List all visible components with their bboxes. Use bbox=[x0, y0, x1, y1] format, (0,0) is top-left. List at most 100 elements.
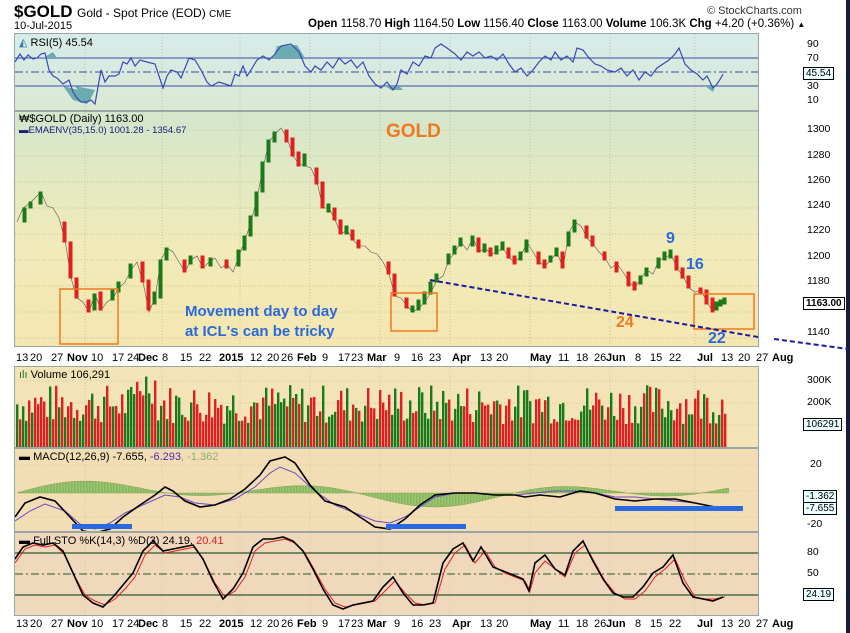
date-tick: 23 bbox=[429, 618, 442, 630]
volume-axis-300k: 300K bbox=[807, 374, 832, 386]
date-tick: 20 bbox=[738, 352, 751, 364]
date-tick: 10 bbox=[91, 352, 104, 364]
date-tick: 27 bbox=[756, 352, 769, 364]
sto-axis-80: 80 bbox=[807, 546, 819, 558]
date-tick: 13 bbox=[721, 618, 734, 630]
date-tick: 15 bbox=[650, 352, 663, 364]
date-tick: 13 bbox=[721, 352, 734, 364]
macd-title: ▬ MACD(12,26,9) -7.655, -6.293, -1.362 bbox=[19, 451, 219, 463]
date-tick: 24 bbox=[127, 352, 140, 364]
date-tick: 23 bbox=[351, 352, 364, 364]
annotation-22: 22 bbox=[708, 330, 726, 347]
date-tick: May bbox=[530, 352, 552, 364]
date-tick: 26 bbox=[594, 618, 607, 630]
sto-title: ▬ Full STO %K(14,3) %D(3) 24.19, 20.41 bbox=[19, 535, 224, 547]
volume-axis-200k: 200K bbox=[807, 396, 832, 408]
date-tick: Jun bbox=[606, 352, 626, 364]
date-tick: 26 bbox=[281, 352, 294, 364]
gold-label: GOLD bbox=[386, 121, 441, 142]
annotation-16: 16 bbox=[686, 256, 704, 273]
date-tick: 9 bbox=[394, 618, 401, 630]
date-tick: Feb bbox=[297, 618, 317, 630]
price-plot bbox=[15, 112, 758, 346]
candlestick-icon: ₩ bbox=[19, 113, 30, 125]
date-tick: 13 bbox=[16, 618, 29, 630]
annotation-note-line1: Movement day to day bbox=[185, 303, 338, 320]
ema-overlay-legend: ▬EMAENV(35,15.0) 1001.28 - 1354.67 bbox=[19, 125, 187, 136]
price-axis-1220: 1220 bbox=[807, 224, 831, 236]
date-axis-bottom: 13 20 27 Nov 10 17 24 Dec 8 15 22 2015 12 20 26 Feb 9 17 2… bbox=[14, 618, 794, 632]
date-tick: Nov bbox=[67, 352, 88, 364]
sto-axis-50: 50 bbox=[807, 567, 819, 579]
rsi-axis-70: 70 bbox=[807, 52, 819, 64]
date-tick: Apr bbox=[452, 618, 471, 630]
date-tick: Jul bbox=[697, 618, 713, 630]
date-tick: 13 bbox=[16, 352, 29, 364]
date-tick: 17 bbox=[338, 352, 351, 364]
symbol-title: $GOLD bbox=[14, 2, 73, 21]
date-tick: 18 bbox=[576, 352, 589, 364]
date-tick: 17 bbox=[112, 352, 125, 364]
date-tick: Jul bbox=[697, 352, 713, 364]
macd-axis-neg20: -20 bbox=[807, 518, 823, 530]
date-tick: Aug bbox=[772, 352, 794, 364]
ohlc-summary: Open 1158.70 High 1164.50 Low 1156.40 Cl… bbox=[308, 18, 806, 30]
date-tick: 20 bbox=[267, 618, 280, 630]
date-tick: 9 bbox=[394, 352, 401, 364]
rsi-title: ◭ RSI(5) 45.54 bbox=[19, 37, 93, 49]
date-tick: 9 bbox=[322, 618, 329, 630]
stochastic-plot bbox=[15, 533, 758, 615]
volume-value-tag: 106291 bbox=[803, 418, 843, 431]
date-tick: 22 bbox=[199, 618, 212, 630]
date-tick: Nov bbox=[67, 618, 88, 630]
date-tick: 2015 bbox=[219, 352, 244, 364]
annotation-note-line2: at ICL's can be tricky bbox=[185, 323, 335, 340]
date-tick: 26 bbox=[594, 352, 607, 364]
rsi-plot bbox=[15, 34, 758, 110]
date-tick: Jun bbox=[606, 618, 626, 630]
date-tick: 20 bbox=[738, 618, 751, 630]
price-axis-1260: 1260 bbox=[807, 174, 831, 186]
date-tick: 9 bbox=[322, 352, 329, 364]
date-tick: 18 bbox=[576, 618, 589, 630]
date-tick: Aug bbox=[772, 618, 794, 630]
date-tick: 12 bbox=[250, 352, 263, 364]
date-tick: 13 bbox=[480, 352, 493, 364]
date-tick: 11 bbox=[558, 618, 570, 630]
price-axis-1140: 1140 bbox=[807, 326, 830, 338]
date-tick: 16 bbox=[411, 618, 424, 630]
copyright: © StockCharts.com bbox=[707, 5, 802, 17]
date-tick: 12 bbox=[250, 618, 263, 630]
date-tick: 23 bbox=[429, 352, 442, 364]
rsi-axis-30: 30 bbox=[807, 80, 819, 92]
date-tick: 16 bbox=[411, 352, 424, 364]
date-tick: 20 bbox=[496, 352, 509, 364]
annotation-9: 9 bbox=[666, 230, 675, 247]
symbol-description: Gold - Spot Price (EOD) CME bbox=[77, 6, 231, 20]
rsi-axis-90: 90 bbox=[807, 38, 819, 50]
date-tick: 8 bbox=[162, 352, 169, 364]
rsi-value-tag: 45.54 bbox=[803, 67, 835, 80]
date-tick: 8 bbox=[162, 618, 169, 630]
up-triangle-icon: ▲ bbox=[797, 20, 806, 29]
date-tick: 20 bbox=[30, 352, 43, 364]
price-axis-1240: 1240 bbox=[807, 199, 831, 211]
price-axis-1200: 1200 bbox=[807, 250, 831, 262]
date-tick: Apr bbox=[452, 352, 471, 364]
price-axis-1180: 1180 bbox=[807, 275, 830, 287]
date-tick: 22 bbox=[669, 352, 682, 364]
stochastic-panel: ▬ Full STO %K(14,3) %D(3) 24.19, 20.41 bbox=[14, 532, 759, 616]
date-tick: 20 bbox=[496, 618, 509, 630]
description-text: Gold - Spot Price (EOD) bbox=[77, 6, 206, 20]
price-panel: ₩$GOLD (Daily) 1163.00 ▬EMAENV(35,15.0) … bbox=[14, 111, 759, 347]
date-tick: 15 bbox=[650, 618, 663, 630]
price-axis-1300: 1300 bbox=[807, 123, 831, 135]
date-tick: 15 bbox=[180, 618, 193, 630]
window-edge bbox=[846, 0, 850, 633]
macd-panel: ▬ MACD(12,26,9) -7.655, -6.293, -1.362 bbox=[14, 448, 759, 532]
price-close-tag: 1163.00 bbox=[803, 297, 845, 310]
macd-value-tag: -7.655 bbox=[803, 502, 838, 515]
volume-title: ılı Volume 106,291 bbox=[19, 369, 111, 381]
date-tick: 22 bbox=[199, 352, 212, 364]
date-tick: Mar bbox=[367, 618, 387, 630]
